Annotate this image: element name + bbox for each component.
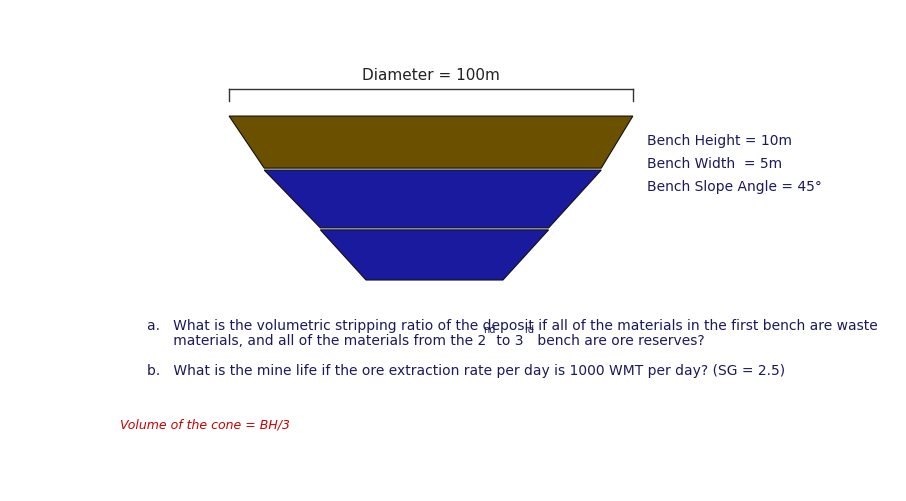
Text: Bench Height = 10m: Bench Height = 10m bbox=[647, 134, 792, 148]
Text: nd: nd bbox=[483, 325, 496, 335]
Polygon shape bbox=[321, 230, 548, 280]
Text: Diameter = 100m: Diameter = 100m bbox=[362, 68, 500, 83]
Text: bench are ore reserves?: bench are ore reserves? bbox=[533, 334, 705, 348]
Text: b.   What is the mine life if the ore extraction rate per day is 1000 WMT per da: b. What is the mine life if the ore extr… bbox=[147, 364, 786, 378]
Polygon shape bbox=[229, 116, 632, 168]
Text: rd: rd bbox=[524, 325, 535, 335]
Text: Bench Width  = 5m: Bench Width = 5m bbox=[647, 157, 782, 171]
Polygon shape bbox=[265, 170, 602, 228]
Text: a.   What is the volumetric stripping ratio of the deposit if all of the materia: a. What is the volumetric stripping rati… bbox=[147, 319, 878, 333]
Text: Volume of the cone = BH/3: Volume of the cone = BH/3 bbox=[120, 418, 290, 431]
Text: materials, and all of the materials from the 2: materials, and all of the materials from… bbox=[147, 334, 487, 348]
Text: to 3: to 3 bbox=[492, 334, 524, 348]
Text: Bench Slope Angle = 45°: Bench Slope Angle = 45° bbox=[647, 180, 822, 194]
